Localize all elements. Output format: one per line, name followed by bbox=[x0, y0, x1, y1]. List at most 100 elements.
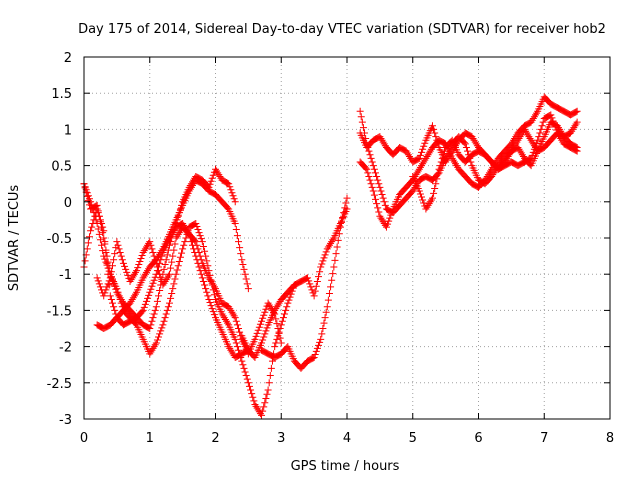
data-point bbox=[140, 303, 148, 311]
data-point bbox=[436, 162, 444, 170]
data-point bbox=[173, 232, 181, 240]
data-point bbox=[130, 270, 138, 278]
data-point bbox=[366, 176, 374, 184]
data-point bbox=[235, 346, 243, 354]
data-point bbox=[414, 167, 422, 175]
data-point bbox=[83, 245, 91, 253]
data-point bbox=[138, 308, 146, 316]
data-point bbox=[187, 183, 195, 191]
data-point bbox=[368, 183, 376, 191]
grid-lines bbox=[83, 56, 611, 420]
data-point bbox=[311, 287, 319, 295]
data-point bbox=[320, 319, 328, 327]
data-point bbox=[203, 288, 211, 296]
data-point bbox=[531, 144, 539, 151]
data-point bbox=[416, 151, 424, 159]
data-point bbox=[162, 276, 170, 284]
x-tick-label: 7 bbox=[540, 431, 548, 446]
data-point bbox=[506, 149, 514, 157]
data-point bbox=[96, 218, 104, 226]
data-point bbox=[90, 216, 98, 224]
data-point bbox=[100, 234, 108, 242]
data-point bbox=[335, 230, 343, 238]
data-point bbox=[305, 277, 313, 285]
data-point bbox=[527, 154, 535, 162]
data-point bbox=[431, 185, 439, 193]
data-point bbox=[151, 273, 159, 281]
data-point bbox=[262, 327, 270, 335]
data-point bbox=[570, 124, 578, 132]
data-point bbox=[146, 238, 154, 246]
data-point bbox=[146, 325, 154, 332]
data-point bbox=[249, 393, 257, 401]
data-point bbox=[375, 208, 383, 216]
data-point bbox=[219, 312, 227, 320]
data-point bbox=[368, 158, 376, 166]
data-point bbox=[126, 299, 134, 307]
data-point bbox=[259, 314, 267, 322]
data-point bbox=[114, 288, 122, 296]
x-tick-label: 3 bbox=[277, 431, 285, 446]
data-point bbox=[367, 154, 375, 162]
data-point bbox=[573, 118, 581, 126]
data-point bbox=[365, 147, 373, 155]
data-point bbox=[161, 261, 169, 269]
data-point bbox=[356, 107, 364, 115]
data-point bbox=[508, 145, 516, 153]
data-point bbox=[412, 171, 420, 179]
data-point bbox=[156, 330, 164, 338]
data-point bbox=[147, 321, 155, 329]
data-point bbox=[445, 153, 453, 161]
data-point bbox=[569, 125, 577, 133]
tick-marks bbox=[83, 56, 611, 420]
data-point bbox=[505, 151, 513, 159]
y-tick-label: 1 bbox=[64, 123, 72, 138]
data-point bbox=[194, 245, 202, 253]
data-point bbox=[373, 172, 381, 180]
data-point bbox=[209, 171, 217, 179]
data-point bbox=[130, 292, 138, 300]
data-point bbox=[148, 317, 156, 325]
data-point bbox=[462, 144, 470, 151]
data-point bbox=[328, 238, 336, 246]
data-point bbox=[254, 326, 262, 334]
data-point bbox=[428, 194, 436, 202]
data-point bbox=[104, 258, 112, 266]
data-point bbox=[527, 136, 535, 144]
data-point bbox=[263, 390, 271, 398]
data-point bbox=[271, 306, 279, 314]
data-point bbox=[573, 144, 581, 151]
data-point bbox=[524, 131, 532, 139]
data-point bbox=[258, 411, 266, 419]
data-point bbox=[201, 281, 209, 289]
data-point bbox=[115, 292, 123, 300]
data-point bbox=[426, 147, 434, 155]
data-point bbox=[95, 230, 103, 238]
data-point bbox=[527, 118, 535, 126]
data-point bbox=[378, 216, 386, 224]
data-point bbox=[147, 348, 155, 356]
data-point bbox=[224, 179, 232, 187]
data-point bbox=[145, 291, 153, 299]
data-point bbox=[539, 118, 547, 126]
data-point bbox=[212, 165, 219, 173]
data-point bbox=[140, 272, 148, 280]
data-point bbox=[274, 325, 282, 332]
data-point bbox=[318, 330, 326, 338]
data-point bbox=[158, 247, 166, 255]
data-point bbox=[386, 214, 394, 222]
data-point bbox=[415, 165, 423, 173]
data-point bbox=[124, 271, 132, 279]
data-point bbox=[523, 129, 531, 137]
data-point bbox=[231, 220, 239, 228]
y-tick-label: 1.5 bbox=[51, 87, 72, 102]
data-point bbox=[338, 218, 346, 226]
data-point bbox=[472, 140, 480, 148]
data-point bbox=[317, 263, 325, 271]
data-point bbox=[371, 169, 379, 177]
data-point bbox=[250, 397, 258, 405]
data-point bbox=[197, 270, 205, 278]
data-point bbox=[516, 133, 524, 141]
data-point bbox=[193, 241, 201, 249]
data-point bbox=[244, 379, 252, 387]
